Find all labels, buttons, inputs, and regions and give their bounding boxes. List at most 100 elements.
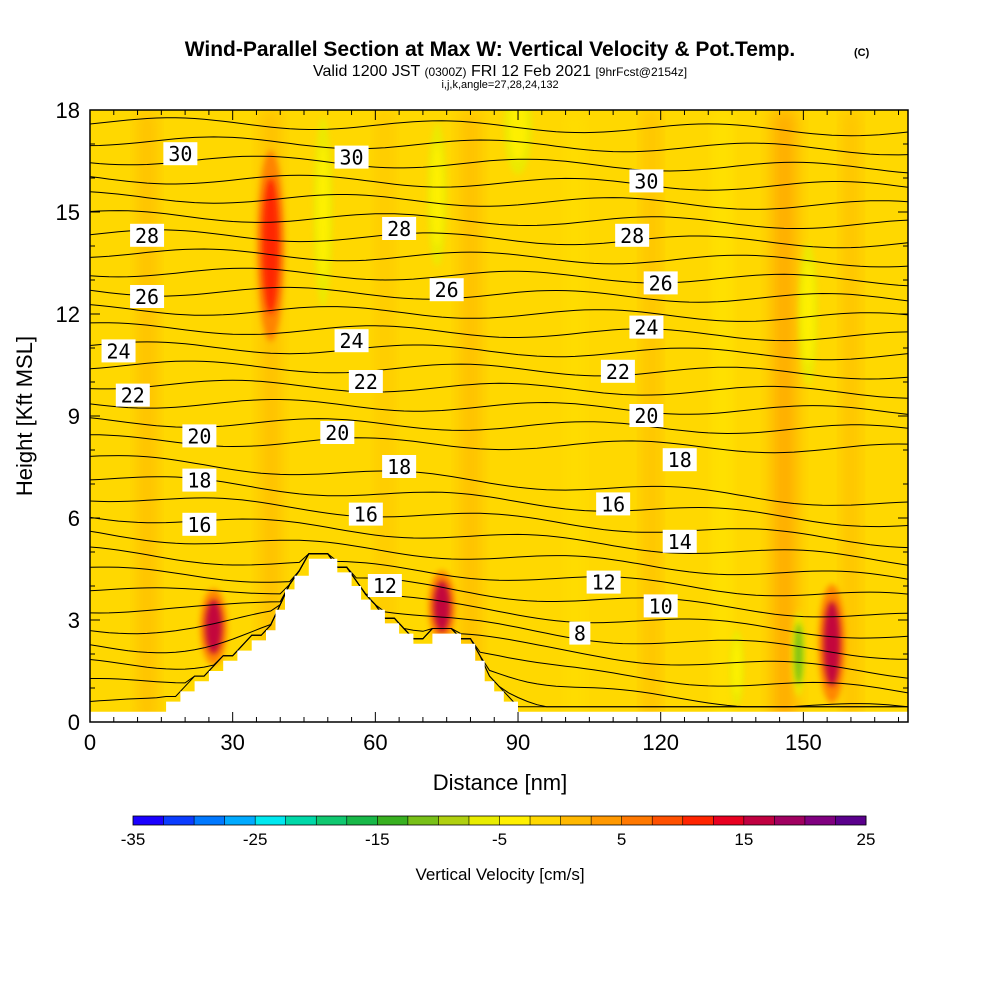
theta-contours	[90, 117, 908, 708]
theta-contour-line	[90, 304, 908, 322]
colorbar-swatch	[530, 816, 562, 825]
velocity-feature-core	[205, 599, 223, 654]
theta-contour-line	[90, 553, 908, 639]
colorbar-tick-label: 15	[734, 830, 753, 849]
contour-label: 24	[634, 316, 658, 340]
contour-label: 30	[168, 142, 192, 166]
colorbar-swatch	[133, 816, 165, 825]
contour-label: 22	[121, 384, 145, 408]
contour-label-bg	[629, 169, 664, 193]
y-tick-label: 12	[56, 302, 80, 327]
velocity-feature-core	[431, 144, 443, 246]
velocity-feature-core	[802, 263, 814, 365]
contour-label: 18	[387, 455, 411, 479]
theta-contour-line	[90, 553, 908, 694]
colorbar-swatch	[652, 816, 684, 825]
velocity-band	[138, 110, 156, 722]
theta-contour-line	[90, 516, 908, 566]
contour-label-bg	[662, 529, 697, 553]
x-tick-label: 60	[363, 730, 387, 755]
subtitle-valid: Valid 1200 JST	[313, 63, 421, 80]
theta-contour-line	[90, 553, 908, 660]
theta-contour-line	[90, 286, 908, 303]
contour-label-bg	[367, 574, 402, 597]
contour-label: 8	[574, 622, 586, 646]
colorbar-swatch	[407, 816, 439, 825]
y-tick-label: 6	[68, 506, 80, 531]
y-tick-label: 9	[68, 404, 80, 429]
colorbar-tick-label: -35	[121, 830, 146, 849]
contour-label: 28	[620, 224, 644, 248]
colorbar-swatch	[224, 816, 256, 825]
contour-label: 22	[354, 370, 378, 394]
theta-contour-line	[90, 546, 908, 597]
velocity-band	[843, 110, 859, 722]
colorbar-swatch	[591, 816, 623, 825]
contour-label-bg	[643, 271, 678, 295]
colorbar-swatch	[835, 816, 867, 825]
velocity-feature-core	[317, 144, 329, 280]
colorbar-swatch	[346, 816, 378, 825]
theta-contour-line	[90, 553, 908, 708]
contour-label-bg	[382, 217, 417, 240]
colorbar-swatch	[285, 816, 317, 825]
colorbar-tick-label: -15	[365, 830, 390, 849]
theta-contour-line	[90, 174, 908, 191]
x-axis-label: Distance [nm]	[433, 770, 568, 795]
colorbar-tick-label: -25	[243, 830, 268, 849]
contour-label: 16	[354, 503, 378, 527]
y-tick-label: 0	[68, 710, 80, 735]
contour-label: 24	[340, 329, 364, 353]
colorbar-title: Vertical Velocity [cm/s]	[415, 865, 584, 884]
theta-contour-line	[90, 341, 908, 361]
theta-contour-line	[90, 360, 908, 380]
theta-contour-line	[90, 136, 908, 156]
contour-label: 22	[606, 360, 630, 384]
axes: 0 30 60 90 120 150 0 3 6 9 12 15 18	[56, 98, 909, 755]
contour-label: 28	[387, 217, 411, 241]
velocity-band	[715, 110, 730, 722]
velocity-band	[377, 110, 392, 722]
contour-label: 30	[340, 146, 364, 170]
colorbar-tick-label: -5	[492, 830, 507, 849]
velocity-feature-core	[262, 178, 280, 314]
colorbar-swatch	[377, 816, 409, 825]
theta-contour-line	[90, 530, 908, 580]
theta-contour-line	[90, 229, 908, 249]
contour-label: 26	[135, 285, 159, 309]
contour-label: 12	[373, 574, 397, 598]
theta-contour-line	[90, 497, 908, 549]
theta-contour-line	[90, 399, 908, 415]
colorbar-swatch	[713, 816, 745, 825]
contour-label-bg	[334, 145, 369, 169]
x-tick-label: 150	[785, 730, 822, 755]
velocity-band	[567, 110, 583, 722]
contour-label: 28	[135, 224, 159, 248]
contour-label-bg	[662, 448, 697, 472]
velocity-feature-core	[509, 110, 527, 161]
contour-label: 18	[187, 469, 211, 493]
theta-contour-line	[90, 379, 908, 399]
colorbar-swatch	[774, 816, 806, 825]
contour-label-bg	[629, 315, 664, 339]
theta-contour-line	[90, 155, 908, 174]
theta-contour-line	[90, 248, 908, 268]
contour-label-bg	[101, 339, 136, 363]
contour-label: 24	[106, 339, 130, 363]
title-copyright-mark: (C)	[854, 47, 870, 59]
contour-label: 12	[592, 571, 616, 595]
contour-label-bg	[163, 142, 198, 166]
contour-label-bg	[429, 278, 464, 302]
theta-contour-line	[90, 191, 908, 210]
contour-label-bg	[600, 359, 635, 383]
contour-label: 10	[649, 594, 673, 618]
contour-label-bg	[348, 502, 383, 526]
y-tick-label: 15	[56, 200, 80, 225]
colorbar-swatch	[163, 816, 195, 825]
contour-label-bg	[130, 285, 165, 308]
theta-contour-line	[90, 476, 908, 528]
colorbar-swatch	[194, 816, 226, 825]
